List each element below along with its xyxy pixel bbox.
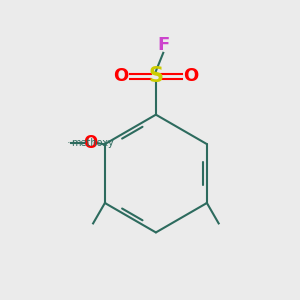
Text: O: O: [113, 68, 129, 85]
Text: O: O: [183, 68, 198, 85]
Text: S: S: [148, 66, 164, 86]
Text: O: O: [83, 134, 98, 152]
Text: F: F: [157, 37, 170, 55]
Text: methoxy: methoxy: [68, 142, 74, 143]
Text: methoxy: methoxy: [71, 138, 114, 148]
